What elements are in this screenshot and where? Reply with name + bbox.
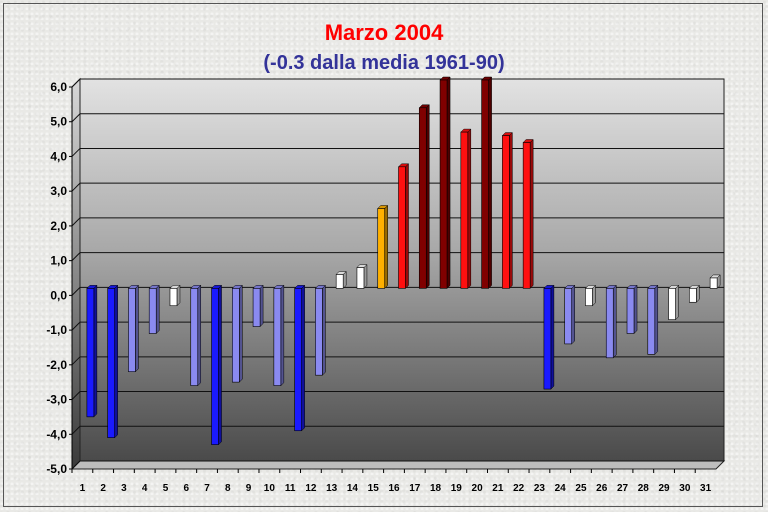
bar xyxy=(584,284,597,307)
x-tick-label: 4 xyxy=(142,483,148,494)
bar xyxy=(356,263,368,289)
bar xyxy=(148,284,160,335)
x-tick-label: 27 xyxy=(617,483,629,494)
bar xyxy=(231,284,243,383)
bar xyxy=(294,284,306,432)
y-tick-label: 5,0 xyxy=(50,115,67,129)
chart-frame xyxy=(3,3,763,507)
y-tick-label: 4,0 xyxy=(50,149,67,163)
x-tick-label: 26 xyxy=(596,483,608,494)
y-tick-label: -3,0 xyxy=(46,393,67,407)
x-tick-label: 24 xyxy=(555,483,567,494)
bar xyxy=(688,284,700,303)
y-tick-label: -2,0 xyxy=(46,358,67,372)
bar xyxy=(647,284,659,355)
bar xyxy=(564,284,576,345)
bar xyxy=(460,128,472,289)
bar xyxy=(335,270,347,289)
bar xyxy=(709,274,721,289)
x-tick-label: 16 xyxy=(388,483,400,494)
y-tick-label: 1,0 xyxy=(50,254,67,268)
bar xyxy=(314,284,327,376)
gridline xyxy=(71,391,724,400)
x-tick-label: 7 xyxy=(204,483,210,494)
x-tick-label: 11 xyxy=(285,483,296,494)
x-tick-label: 25 xyxy=(575,483,587,494)
y-tick-label: -1,0 xyxy=(46,323,67,337)
bar xyxy=(252,284,264,328)
bar xyxy=(626,284,638,335)
y-axis: -5,0 -4,0 -3,0 -2,0 -1,0 0,0 1,0 2,0 3,0 4,0 5,0 6,… xyxy=(46,80,73,476)
y-tick-label: 2,0 xyxy=(50,219,67,233)
bar xyxy=(190,284,202,387)
bar xyxy=(210,284,223,446)
gridline xyxy=(71,356,724,366)
x-tick-label: 8 xyxy=(225,483,231,494)
y-tick-label: 0,0 xyxy=(50,288,67,302)
x-tick-label: 22 xyxy=(513,483,525,494)
x-tick-label: 2 xyxy=(100,483,106,494)
y-tick-label: -4,0 xyxy=(46,427,67,441)
bar xyxy=(418,104,430,289)
x-tick-label: 31 xyxy=(700,483,712,494)
bar xyxy=(377,204,389,289)
y-tick-label: -5,0 xyxy=(46,462,67,476)
x-tick-label: 9 xyxy=(246,483,252,494)
plot-area xyxy=(70,77,726,471)
x-tick-label: 5 xyxy=(163,483,169,494)
bar xyxy=(107,284,119,439)
x-tick-label: 30 xyxy=(679,483,691,494)
gridline xyxy=(71,321,724,331)
bar xyxy=(480,76,493,289)
bar xyxy=(169,284,181,307)
gridline xyxy=(71,425,724,435)
x-tick-label: 18 xyxy=(430,483,442,494)
x-tick-label: 29 xyxy=(659,483,671,494)
bar xyxy=(439,76,451,289)
chart-subtitle: (-0.3 dalla media 1961-90) xyxy=(263,52,505,74)
bar xyxy=(667,284,680,321)
x-tick-label: 6 xyxy=(183,483,189,494)
x-tick-label: 10 xyxy=(264,483,276,494)
y-tick-label: 3,0 xyxy=(50,184,67,198)
x-tick-label: 23 xyxy=(534,483,546,494)
bar xyxy=(522,138,534,289)
y-tick-label: 6,0 xyxy=(50,80,67,94)
bar xyxy=(397,163,410,289)
x-tick-label: 17 xyxy=(409,483,421,494)
gridline xyxy=(71,78,724,88)
chart-title: Marzo 2004 xyxy=(324,20,444,45)
x-tick-label: 12 xyxy=(305,483,317,494)
x-tick-label: 13 xyxy=(326,483,338,494)
bar xyxy=(86,284,98,418)
bar xyxy=(501,131,513,289)
x-tick-label: 1 xyxy=(80,483,86,494)
x-tick-label: 15 xyxy=(368,483,380,494)
bars xyxy=(86,76,721,446)
x-tick-label: 14 xyxy=(347,483,359,494)
bar xyxy=(605,284,617,359)
x-tick-label: 19 xyxy=(451,483,463,494)
x-tick-label: 21 xyxy=(492,483,504,494)
bar xyxy=(273,284,285,387)
x-tick-label: 28 xyxy=(638,483,650,494)
x-tick-label: 3 xyxy=(121,483,127,494)
gridline xyxy=(71,460,724,470)
bar xyxy=(127,284,140,373)
bar xyxy=(543,284,555,390)
x-tick-label: 20 xyxy=(472,483,484,494)
gridline xyxy=(71,113,724,123)
x-axis: 1 2 3 4 5 6 7 8 9 10 11 12 13 14 15 16 17 18 19 20 21 22 23 24 2… xyxy=(71,469,712,494)
